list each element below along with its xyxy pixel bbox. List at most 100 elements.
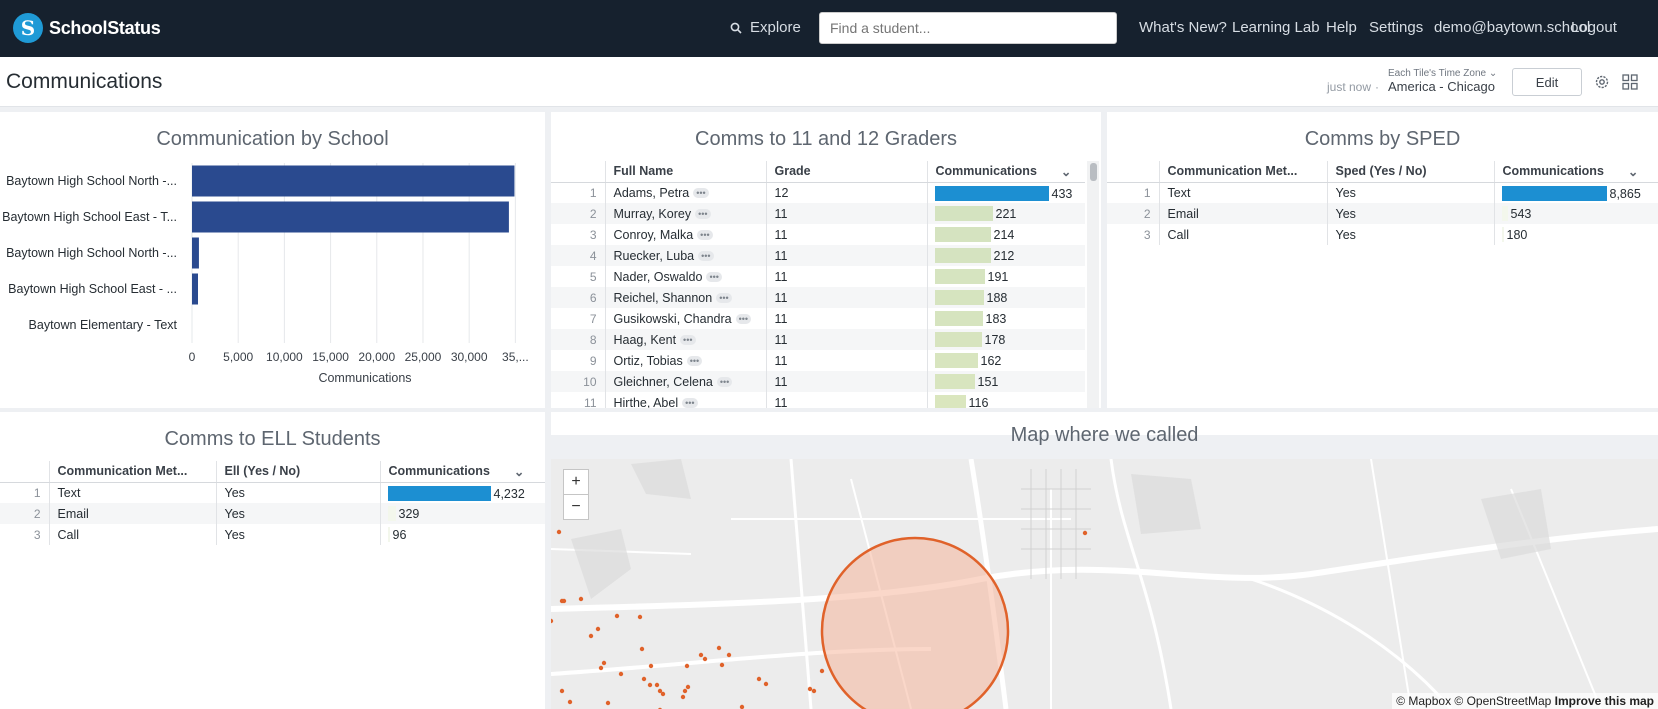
table-row[interactable]: 2 Email Yes 543: [1107, 203, 1658, 224]
more-options-icon[interactable]: •••: [697, 230, 713, 241]
schoolstatus-logo-icon[interactable]: S: [13, 13, 43, 43]
call-point[interactable]: [763, 681, 769, 687]
nav-logout[interactable]: Logout: [1571, 19, 1617, 36]
call-point[interactable]: [660, 691, 666, 697]
student-name[interactable]: Ruecker, Luba: [613, 248, 695, 263]
table-row[interactable]: 3 Call Yes 96: [0, 524, 545, 545]
student-name-cell[interactable]: Ortiz, Tobias •••: [604, 350, 766, 371]
communication-method-cell[interactable]: Call: [1158, 224, 1327, 245]
call-point[interactable]: [567, 699, 573, 705]
grid-layout-icon[interactable]: [1620, 72, 1640, 92]
bar[interactable]: [192, 165, 515, 197]
student-name[interactable]: Murray, Korey: [613, 206, 692, 221]
timezone-label[interactable]: Each Tile's Time Zone ⌄: [1388, 68, 1497, 79]
column-header-communications[interactable]: Communications ⌄: [1493, 161, 1658, 183]
zoom-out-button[interactable]: −: [563, 494, 589, 520]
table-row[interactable]: 1 Text Yes 4,232: [0, 482, 545, 503]
table-row[interactable]: 1 Adams, Petra ••• 12 433: [551, 182, 1085, 203]
student-name-cell[interactable]: Hirthe, Abel •••: [604, 392, 766, 409]
student-name[interactable]: Conroy, Malka: [613, 227, 694, 242]
table-row[interactable]: 3 Call Yes 180: [1107, 224, 1658, 245]
nav-whats-new[interactable]: What's New?: [1139, 19, 1227, 36]
table-row[interactable]: 11 Hirthe, Abel ••• 11 116: [551, 392, 1085, 408]
call-point[interactable]: [637, 614, 643, 620]
call-point[interactable]: [578, 596, 584, 602]
student-name-cell[interactable]: Conroy, Malka •••: [604, 224, 766, 245]
call-point[interactable]: [1082, 530, 1088, 536]
student-name-cell[interactable]: Gusikowski, Chandra •••: [604, 308, 766, 329]
call-point[interactable]: [719, 662, 725, 668]
more-options-icon[interactable]: •••: [680, 335, 696, 346]
improve-map-link[interactable]: Improve this map: [1554, 694, 1654, 708]
call-point[interactable]: [561, 598, 567, 604]
call-point[interactable]: [684, 663, 690, 669]
call-point[interactable]: [605, 700, 611, 706]
communication-method-cell[interactable]: Email: [48, 503, 216, 524]
column-header-ell[interactable]: Ell (Yes / No): [215, 461, 380, 483]
student-name[interactable]: Gleichner, Celena: [613, 374, 713, 389]
call-point[interactable]: [641, 676, 647, 682]
table-row[interactable]: 1 Text Yes 8,865: [1107, 182, 1658, 203]
column-header-communication-method[interactable]: Communication Met...: [48, 461, 216, 483]
sort-desc-icon[interactable]: ⌄: [513, 465, 525, 480]
call-point[interactable]: [756, 676, 762, 682]
call-point[interactable]: [559, 688, 565, 694]
brand-name[interactable]: SchoolStatus: [49, 18, 161, 38]
more-options-icon[interactable]: •••: [716, 293, 732, 304]
student-name-cell[interactable]: Reichel, Shannon •••: [604, 287, 766, 308]
call-point[interactable]: [639, 646, 645, 652]
more-options-icon[interactable]: •••: [695, 209, 711, 220]
call-point[interactable]: [595, 626, 601, 632]
student-name-cell[interactable]: Ruecker, Luba •••: [604, 245, 766, 266]
column-header-communications[interactable]: Communications ⌄: [379, 461, 545, 483]
call-point[interactable]: [556, 529, 562, 535]
bar[interactable]: [192, 237, 199, 269]
communication-method-cell[interactable]: Text: [48, 482, 216, 503]
column-header-grade[interactable]: Grade: [765, 161, 927, 183]
student-name-cell[interactable]: Nader, Oswaldo •••: [604, 266, 766, 287]
call-point[interactable]: [588, 633, 594, 639]
call-point[interactable]: [680, 694, 686, 700]
student-name-cell[interactable]: Haag, Kent •••: [604, 329, 766, 350]
student-name[interactable]: Hirthe, Abel: [613, 395, 679, 409]
call-point[interactable]: [647, 682, 653, 688]
nav-learning-lab[interactable]: Learning Lab: [1232, 19, 1320, 36]
column-header-full-name[interactable]: Full Name: [604, 161, 766, 183]
bar[interactable]: [192, 273, 199, 305]
more-options-icon[interactable]: •••: [706, 272, 722, 283]
column-header-communications[interactable]: Communications ⌄: [926, 161, 1085, 183]
edit-dashboard-button[interactable]: Edit: [1512, 68, 1582, 96]
call-point[interactable]: [648, 663, 654, 669]
nav-account-email[interactable]: demo@baytown.school: [1434, 19, 1591, 36]
call-point[interactable]: [739, 704, 745, 709]
explore-link[interactable]: Explore: [730, 19, 801, 36]
call-point[interactable]: [685, 684, 691, 690]
column-header-sped[interactable]: Sped (Yes / No): [1326, 161, 1494, 183]
call-point[interactable]: [614, 613, 620, 619]
table-row[interactable]: 2 Murray, Korey ••• 11 221: [551, 203, 1085, 224]
call-point[interactable]: [702, 656, 708, 662]
sort-desc-icon[interactable]: ⌄: [1060, 165, 1072, 180]
call-radius-circle[interactable]: [820, 536, 1010, 709]
more-options-icon[interactable]: •••: [735, 314, 752, 325]
scrollbar-thumb[interactable]: [1090, 163, 1097, 181]
table-row[interactable]: 9 Ortiz, Tobias ••• 11 162: [551, 350, 1085, 371]
student-name[interactable]: Haag, Kent: [613, 332, 677, 347]
student-name[interactable]: Ortiz, Tobias: [613, 353, 683, 368]
sort-desc-icon[interactable]: ⌄: [1627, 165, 1639, 180]
call-point[interactable]: [682, 688, 688, 694]
more-options-icon[interactable]: •••: [686, 356, 703, 367]
nav-help[interactable]: Help: [1326, 19, 1357, 36]
more-options-icon[interactable]: •••: [693, 188, 709, 199]
bar[interactable]: [192, 201, 509, 233]
call-point[interactable]: [726, 652, 732, 658]
table-row[interactable]: 6 Reichel, Shannon ••• 11 188: [551, 287, 1085, 308]
zoom-in-button[interactable]: +: [563, 469, 589, 495]
table-row[interactable]: 2 Email Yes 329: [0, 503, 545, 524]
nav-settings[interactable]: Settings: [1369, 19, 1424, 36]
student-name-cell[interactable]: Gleichner, Celena •••: [604, 371, 766, 392]
call-point[interactable]: [698, 652, 704, 658]
attribution-text[interactable]: © Mapbox © OpenStreetMap: [1396, 694, 1552, 708]
call-location-map[interactable]: + − © Mapbox © OpenStreetMap Improve thi…: [551, 459, 1658, 709]
timezone-value[interactable]: America - Chicago: [1388, 79, 1495, 94]
